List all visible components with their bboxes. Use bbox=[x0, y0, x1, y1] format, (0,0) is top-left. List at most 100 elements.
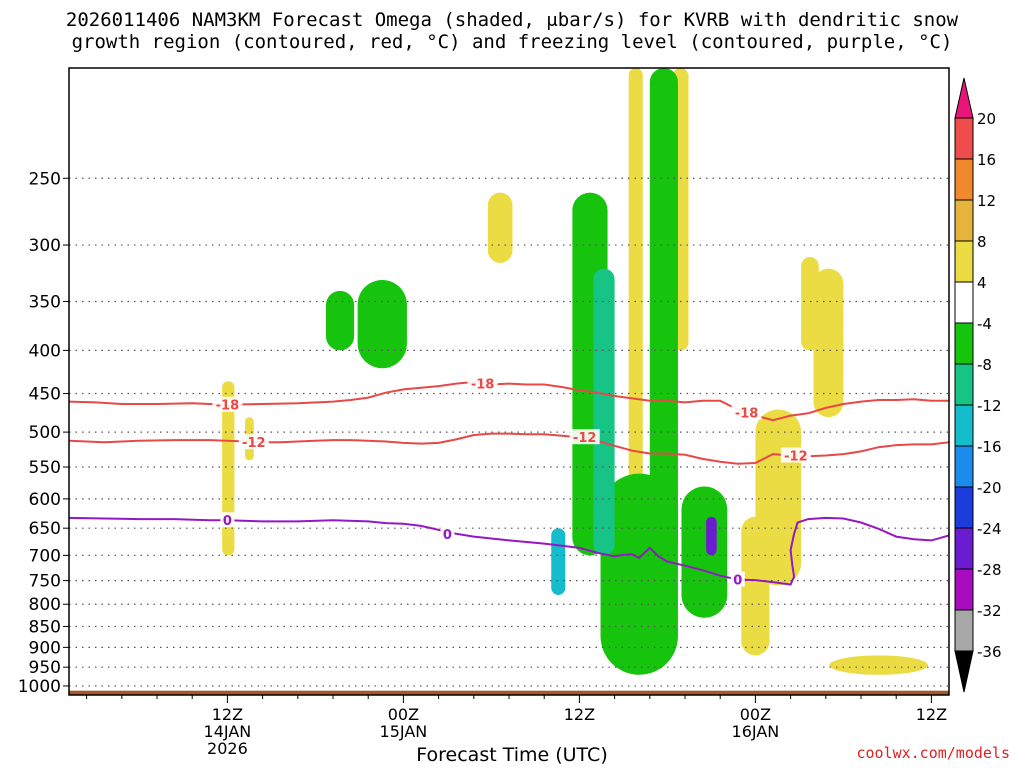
omega-region-2 bbox=[487, 192, 513, 263]
colorbar-top-arrow bbox=[954, 77, 974, 119]
ytick-label-650: 650 bbox=[29, 519, 61, 539]
ytick-label-800: 800 bbox=[29, 595, 61, 615]
ytick-label-350: 350 bbox=[29, 292, 61, 312]
contour-label-2-2: 0 bbox=[733, 574, 742, 589]
colorbar-bottom-arrow bbox=[954, 650, 974, 693]
xtick-label-40-0: 12Z bbox=[916, 705, 947, 724]
contour-1 bbox=[69, 432, 949, 465]
omega-region-0 bbox=[222, 381, 235, 556]
omega-region-10 bbox=[325, 290, 355, 351]
colorbar-label-8: -16 bbox=[977, 438, 1002, 456]
contour-label-2-1: 0 bbox=[443, 528, 452, 543]
omega-region-15 bbox=[681, 486, 728, 618]
xtick-label-0-1: 14JAN bbox=[204, 722, 252, 741]
xtick-label-30-1: 16JAN bbox=[732, 722, 780, 741]
colorbar-box-3 bbox=[954, 240, 974, 283]
omega-colorbar: 20 16 12 8 4 -4 -8 -12 -16 -20 -24 -28 -32 -36 bbox=[954, 77, 1002, 693]
ytick-label-950: 950 bbox=[29, 658, 61, 678]
colorbar-label-0: 20 bbox=[977, 110, 996, 128]
colorbar-label-7: -12 bbox=[977, 397, 1002, 415]
omega-region-16 bbox=[593, 268, 615, 556]
contour-label-bg-1-0 bbox=[238, 434, 269, 450]
xtick-label-10-1: 15JAN bbox=[380, 722, 428, 741]
x-axis-title: Forecast Time (UTC) bbox=[416, 744, 608, 766]
colorbar-label-13: -36 bbox=[977, 643, 1002, 661]
ytick-label-500: 500 bbox=[29, 423, 61, 443]
ytick-label-600: 600 bbox=[29, 490, 61, 510]
colorbar-box-7 bbox=[954, 404, 974, 447]
omega-region-6 bbox=[755, 409, 802, 586]
ytick-label-750: 750 bbox=[29, 572, 61, 592]
ytick-label-1000: 1000 bbox=[18, 677, 61, 697]
omega-region-14 bbox=[600, 473, 678, 675]
ytick-label-450: 450 bbox=[29, 385, 61, 405]
contour-label-0-2: -18 bbox=[735, 407, 759, 422]
contour-label-1-2: -12 bbox=[784, 450, 808, 465]
xtick-label-10-0: 00Z bbox=[388, 705, 419, 724]
contour-label-bg-0-0 bbox=[212, 396, 243, 412]
colorbar-box-9 bbox=[954, 486, 974, 529]
omega-region-17 bbox=[551, 528, 566, 595]
omega-region-3 bbox=[628, 68, 643, 566]
colorbar-label-12: -32 bbox=[977, 602, 1002, 620]
colorbar-label-1: 16 bbox=[977, 151, 996, 169]
contour-label-bg-2-0 bbox=[220, 512, 235, 528]
contour-label-bg-0-2 bbox=[731, 404, 762, 420]
colorbar-box-0 bbox=[954, 117, 974, 160]
xtick-label-30-0: 00Z bbox=[740, 705, 771, 724]
omega-shading-layer bbox=[222, 68, 928, 675]
colorbar-label-11: -28 bbox=[977, 561, 1002, 579]
colorbar-box-5 bbox=[954, 322, 974, 365]
colorbar-label-5: -4 bbox=[977, 315, 992, 333]
ytick-label-850: 850 bbox=[29, 617, 61, 637]
omega-region-9 bbox=[829, 655, 928, 675]
chart-title-line-1: 2026011406 NAM3KM Forecast Omega (shaded… bbox=[65, 9, 959, 31]
colorbar-box-11 bbox=[954, 568, 974, 611]
omega-region-11 bbox=[357, 279, 407, 369]
contour-label-bg-2-2 bbox=[730, 571, 745, 587]
ytick-label-250: 250 bbox=[29, 169, 61, 189]
omega-region-8 bbox=[813, 268, 844, 418]
credit-link[interactable]: coolwx.com/models bbox=[856, 744, 1010, 762]
colorbar-label-3: 8 bbox=[977, 233, 987, 251]
contour-layer: -18 -18 -18 -12 -12 -12 0 0 0 bbox=[69, 375, 949, 589]
terrain-layer bbox=[69, 690, 949, 695]
contour-label-bg-1-2 bbox=[780, 447, 811, 463]
contour-label-0-1: -18 bbox=[471, 378, 495, 393]
ytick-label-300: 300 bbox=[29, 236, 61, 256]
colorbar-box-12 bbox=[954, 609, 974, 652]
omega-region-18 bbox=[706, 516, 717, 556]
colorbar-label-10: -24 bbox=[977, 520, 1002, 538]
colorbar-box-1 bbox=[954, 158, 974, 201]
colorbar-label-4: 4 bbox=[977, 274, 987, 292]
ytick-label-400: 400 bbox=[29, 341, 61, 361]
contour-label-0-0: -18 bbox=[216, 399, 240, 414]
terrain-band bbox=[69, 690, 949, 695]
contour-label-bg-2-1 bbox=[440, 525, 455, 541]
chart-title-line-2: growth region (contoured, red, °C) and f… bbox=[71, 31, 953, 53]
pressure-axis: 2503003504004505005506006507007508008509… bbox=[18, 169, 69, 697]
ytick-label-900: 900 bbox=[29, 638, 61, 658]
colorbar-box-2 bbox=[954, 199, 974, 242]
colorbar-label-6: -8 bbox=[977, 356, 992, 374]
contour-label-1-1: -12 bbox=[573, 431, 597, 446]
contour-label-1-0: -12 bbox=[242, 436, 266, 451]
xtick-label-20-0: 12Z bbox=[564, 705, 595, 724]
colorbar-label-9: -20 bbox=[977, 479, 1002, 497]
xtick-label-0-2: 2026 bbox=[207, 739, 248, 758]
contour-label-bg-0-1 bbox=[467, 375, 498, 391]
colorbar-box-4 bbox=[954, 281, 974, 324]
ytick-label-550: 550 bbox=[29, 458, 61, 478]
ytick-label-700: 700 bbox=[29, 546, 61, 566]
xtick-label-0-0: 12Z bbox=[212, 705, 243, 724]
colorbar-box-8 bbox=[954, 445, 974, 488]
colorbar-label-2: 12 bbox=[977, 192, 996, 210]
contour-0 bbox=[69, 380, 949, 422]
contour-label-2-0: 0 bbox=[223, 514, 232, 529]
omega-region-13 bbox=[649, 68, 678, 556]
contour-label-bg-1-1 bbox=[569, 429, 600, 445]
contour-2 bbox=[69, 516, 949, 586]
colorbar-box-6 bbox=[954, 363, 974, 406]
